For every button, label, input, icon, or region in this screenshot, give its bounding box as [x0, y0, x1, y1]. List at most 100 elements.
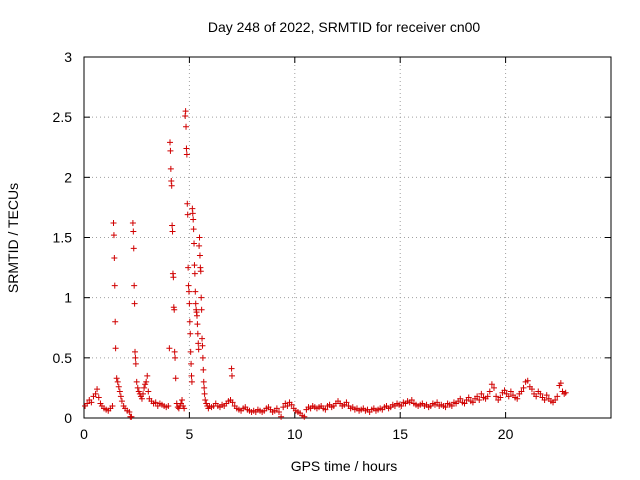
data-point — [152, 399, 159, 406]
data-point — [84, 400, 91, 407]
y-tick-label: 1 — [64, 290, 72, 306]
data-point — [552, 396, 559, 403]
data-point — [195, 340, 202, 347]
data-point — [189, 210, 196, 217]
data-point — [196, 252, 203, 259]
data-point — [476, 396, 483, 403]
data-point — [183, 123, 190, 130]
data-point — [465, 394, 472, 401]
data-point — [126, 408, 133, 415]
data-point — [561, 390, 568, 397]
data-point — [196, 242, 203, 249]
data-point — [109, 402, 116, 409]
data-point — [182, 108, 189, 115]
data-point — [201, 384, 208, 391]
data-point — [168, 182, 175, 189]
data-point — [408, 396, 415, 403]
data-point — [301, 413, 308, 420]
data-point — [322, 406, 329, 413]
data-point — [398, 402, 405, 409]
data-point — [185, 264, 192, 271]
data-point — [183, 145, 190, 152]
data-point — [112, 345, 119, 352]
data-point — [172, 375, 179, 382]
data-point — [273, 405, 280, 412]
data-point — [541, 396, 548, 403]
y-axis-label: SRMTID / TECUs — [5, 183, 21, 293]
data-point — [131, 282, 138, 289]
data-point — [533, 393, 540, 400]
data-point — [199, 342, 206, 349]
data-point — [171, 306, 178, 313]
data-point — [198, 294, 205, 301]
data-point — [188, 378, 195, 385]
data-point — [129, 220, 136, 227]
data-point — [518, 388, 525, 395]
data-point — [170, 274, 177, 281]
data-point — [169, 228, 176, 235]
data-point — [130, 245, 137, 252]
data-point — [194, 321, 201, 328]
data-point — [187, 348, 194, 355]
data-point — [537, 390, 544, 397]
data-point — [190, 216, 197, 223]
data-point — [111, 254, 118, 261]
y-tick-label: 1.5 — [53, 230, 73, 246]
grid — [84, 57, 611, 418]
data-point — [144, 372, 151, 379]
data-point — [167, 139, 174, 146]
data-point — [486, 388, 493, 395]
data-point — [557, 380, 564, 387]
data-point — [191, 270, 198, 277]
data-point — [141, 384, 148, 391]
data-point — [200, 378, 207, 385]
data-point — [229, 399, 236, 406]
data-point — [514, 395, 521, 402]
data-point — [117, 393, 124, 400]
data-point — [132, 348, 139, 355]
data-point — [469, 399, 476, 406]
data-point — [165, 402, 172, 409]
data-point — [185, 288, 192, 295]
data-point — [528, 386, 535, 393]
data-point — [461, 400, 468, 407]
data-point — [116, 388, 123, 395]
data-point — [520, 384, 527, 391]
data-point — [145, 388, 152, 395]
data-point — [130, 228, 137, 235]
data-point — [202, 396, 209, 403]
data-point — [284, 402, 291, 409]
data-point — [184, 200, 191, 207]
y-tick-label: 2.5 — [53, 109, 73, 125]
data-point — [562, 389, 569, 396]
data-point — [501, 387, 508, 394]
data-point — [179, 396, 186, 403]
data-point — [192, 288, 199, 295]
data-point — [488, 381, 495, 388]
data-point — [190, 226, 197, 233]
data-point — [131, 300, 138, 307]
data-point — [197, 268, 204, 275]
data-point — [181, 405, 188, 412]
data-point — [110, 220, 117, 227]
x-tick-label: 10 — [287, 426, 303, 442]
y-tick-label: 0 — [64, 410, 72, 426]
data-point — [184, 211, 191, 218]
data-point — [167, 165, 174, 172]
data-point — [228, 365, 235, 372]
data-point — [132, 354, 139, 361]
data-point — [92, 390, 99, 397]
data-point — [199, 335, 206, 342]
data-point — [199, 354, 206, 361]
data-point — [187, 330, 194, 337]
data-point — [110, 232, 117, 239]
data-point — [491, 384, 498, 391]
data-point — [172, 354, 179, 361]
x-tick-label: 5 — [186, 426, 194, 442]
data-point — [143, 378, 150, 385]
data-point — [554, 393, 561, 400]
data-point — [128, 413, 135, 420]
data-point — [275, 408, 282, 415]
data-point — [171, 348, 178, 355]
